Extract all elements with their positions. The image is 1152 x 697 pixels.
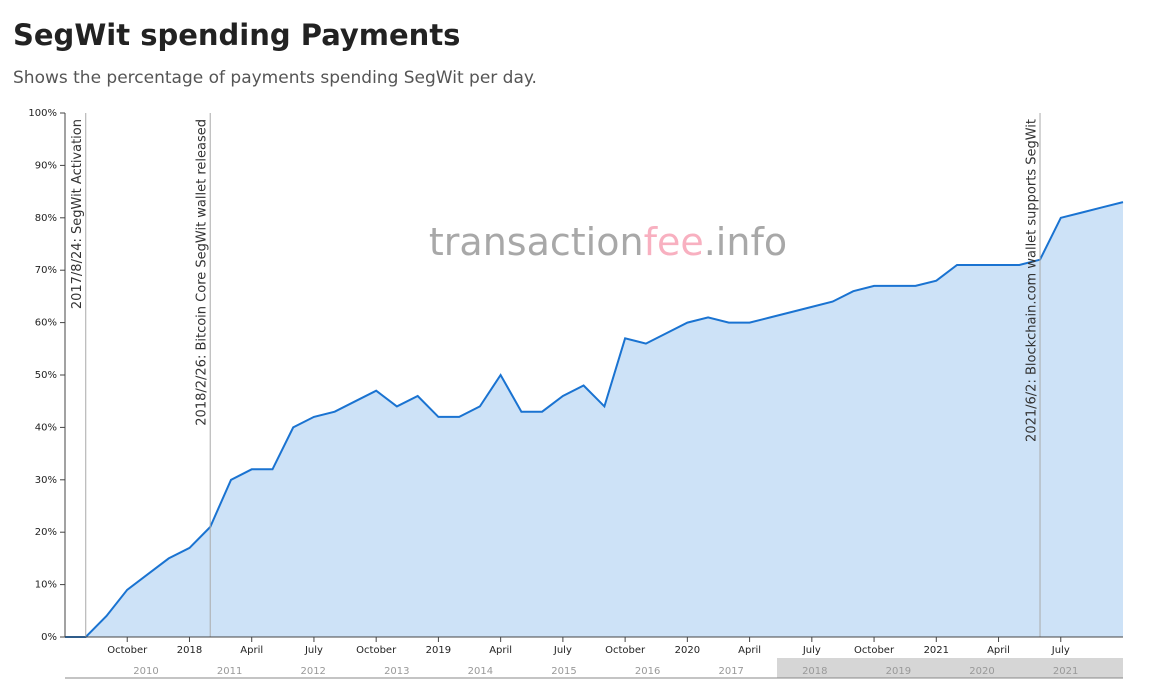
- y-tick-label: 80%: [35, 213, 57, 224]
- y-tick-label: 40%: [35, 422, 57, 433]
- navigator-label: 2011: [217, 666, 242, 677]
- x-tick-label: July: [304, 645, 323, 656]
- navigator-label: 2016: [635, 666, 660, 677]
- navigator-highlight: [777, 658, 1123, 678]
- watermark-part: .info: [704, 220, 787, 264]
- navigator-label: 2021: [1053, 666, 1078, 677]
- x-tick-label: April: [987, 645, 1010, 656]
- y-tick-label: 30%: [35, 475, 57, 486]
- watermark-part: transaction: [429, 220, 644, 264]
- watermark: transactionfee.info: [429, 220, 787, 264]
- annotation-label: 2018/2/26: Bitcoin Core SegWit wallet re…: [195, 119, 210, 426]
- area-fill: [65, 202, 1123, 637]
- x-tick-label: April: [738, 645, 761, 656]
- annotation-label: 2021/6/2: Blockchain.com wallet supports…: [1025, 119, 1040, 442]
- navigator-label: 2015: [551, 666, 576, 677]
- x-tick-label: October: [107, 645, 148, 656]
- x-tick-label: 2018: [177, 645, 202, 656]
- x-tick-label: July: [553, 645, 572, 656]
- x-tick-label: April: [240, 645, 263, 656]
- navigator-label: 2010: [133, 666, 158, 677]
- navigator-label: 2019: [886, 666, 911, 677]
- x-tick-label: October: [605, 645, 646, 656]
- x-tick-label: October: [356, 645, 397, 656]
- y-tick-label: 70%: [35, 265, 57, 276]
- x-tick-label: July: [802, 645, 821, 656]
- y-tick-label: 90%: [35, 160, 57, 171]
- x-tick-label: 2021: [924, 645, 949, 656]
- watermark-part: fee: [644, 220, 704, 264]
- line: [65, 201, 1124, 638]
- navigator-label: 2017: [718, 666, 743, 677]
- x-tick-label: 2020: [675, 645, 700, 656]
- x-tick-label: 2019: [426, 645, 451, 656]
- y-tick-label: 0%: [41, 632, 57, 643]
- y-tick-label: 50%: [35, 370, 57, 381]
- x-tick-label: July: [1051, 645, 1070, 656]
- x-tick-label: October: [854, 645, 895, 656]
- y-tick-label: 10%: [35, 580, 57, 591]
- navigator-label: 2014: [468, 666, 493, 677]
- annotation-label: 2017/8/24: SegWit Activation: [70, 119, 85, 309]
- y-tick-label: 100%: [28, 108, 57, 119]
- y-tick-label: 20%: [35, 527, 57, 538]
- navigator-label: 2013: [384, 666, 409, 677]
- navigator-label: 2018: [802, 666, 827, 677]
- navigator-label: 2012: [300, 666, 325, 677]
- navigator-label: 2020: [969, 666, 994, 677]
- y-tick-label: 60%: [35, 318, 57, 329]
- chart-subtitle: Shows the percentage of payments spendin…: [13, 68, 537, 88]
- chart-title: SegWit spending Payments: [13, 18, 460, 52]
- x-tick-label: April: [489, 645, 512, 656]
